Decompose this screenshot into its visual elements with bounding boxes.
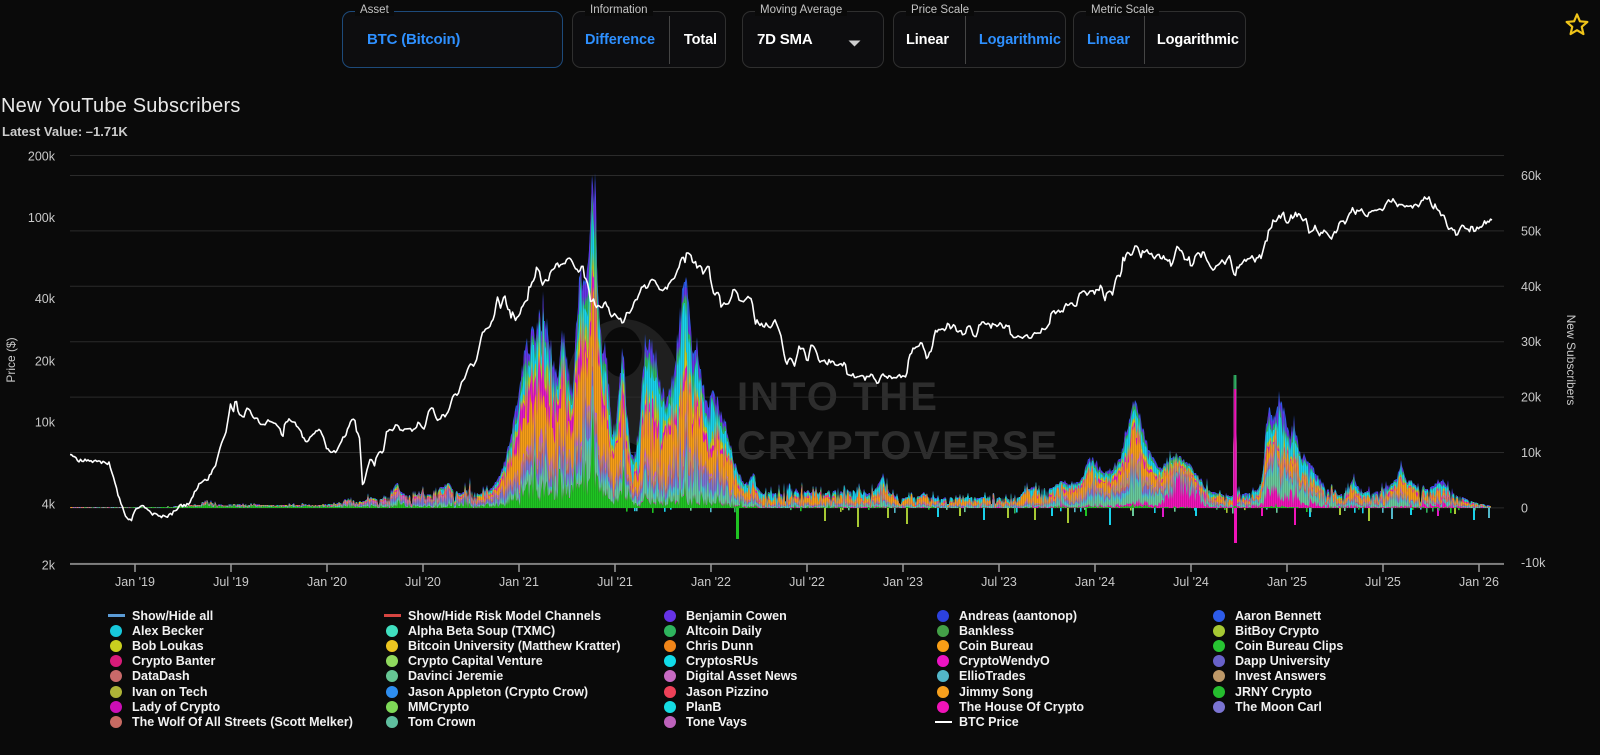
svg-text:10k: 10k <box>35 416 56 430</box>
svg-text:-10k: -10k <box>1521 556 1546 570</box>
svg-text:2k: 2k <box>42 559 56 573</box>
svg-text:200k: 200k <box>28 150 56 164</box>
svg-text:Jul '20: Jul '20 <box>405 575 441 589</box>
svg-text:CRYPTOVERSE: CRYPTOVERSE <box>737 424 1059 468</box>
svg-text:40k: 40k <box>35 292 56 306</box>
svg-text:Jan '25: Jan '25 <box>1267 575 1307 589</box>
svg-text:10k: 10k <box>1521 446 1542 460</box>
svg-text:100k: 100k <box>28 211 56 225</box>
svg-text:40k: 40k <box>1521 280 1542 294</box>
svg-text:Jan '19: Jan '19 <box>115 575 155 589</box>
svg-text:Jan '20: Jan '20 <box>307 575 347 589</box>
svg-text:Jul '24: Jul '24 <box>1173 575 1209 589</box>
svg-text:Jul '23: Jul '23 <box>981 575 1017 589</box>
svg-text:0: 0 <box>1521 501 1528 515</box>
svg-text:Jul '21: Jul '21 <box>597 575 633 589</box>
svg-text:Jul '22: Jul '22 <box>789 575 825 589</box>
svg-text:Jan '26: Jan '26 <box>1459 575 1499 589</box>
svg-text:Jan '23: Jan '23 <box>883 575 923 589</box>
svg-text:4k: 4k <box>42 498 56 512</box>
svg-text:30k: 30k <box>1521 335 1542 349</box>
svg-text:20k: 20k <box>35 355 56 369</box>
svg-text:Jan '24: Jan '24 <box>1075 575 1115 589</box>
svg-text:20k: 20k <box>1521 391 1542 405</box>
svg-text:Jan '22: Jan '22 <box>691 575 731 589</box>
svg-text:New Subscribers: New Subscribers <box>1564 315 1578 406</box>
svg-text:Jul '19: Jul '19 <box>213 575 249 589</box>
svg-text:Jul '25: Jul '25 <box>1365 575 1401 589</box>
svg-text:Price ($): Price ($) <box>4 337 18 382</box>
svg-text:50k: 50k <box>1521 224 1542 238</box>
svg-text:Jan '21: Jan '21 <box>499 575 539 589</box>
svg-text:60k: 60k <box>1521 169 1542 183</box>
